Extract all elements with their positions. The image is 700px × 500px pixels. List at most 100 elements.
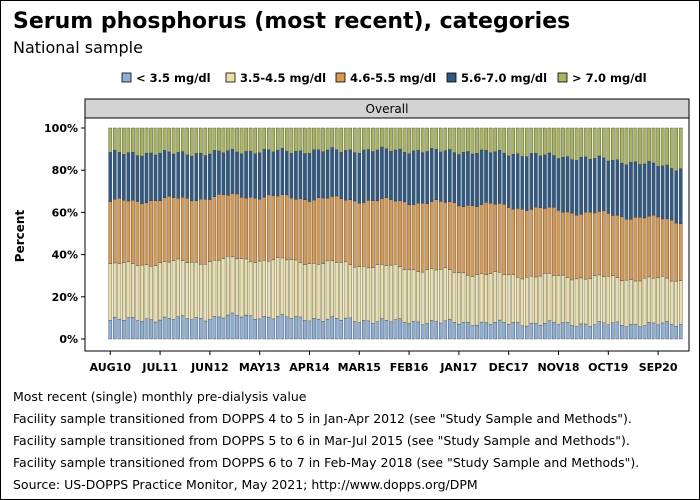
bar-segment [574,160,579,216]
bar-segment [452,127,457,153]
bar-segment [343,261,348,319]
bar-segment [520,278,525,327]
bar-segment [217,127,221,152]
bar-segment [180,260,185,316]
bar-segment [438,201,443,270]
bar-segment [158,262,162,321]
bar-segment [357,266,362,323]
bar-segment [457,127,461,155]
bar-segment [348,264,353,319]
bar-segment [162,150,167,199]
bar-segment [592,275,597,325]
bar-segment [538,127,543,157]
bar-segment [316,264,321,320]
bar-segment [352,127,357,153]
bar-segment [633,217,638,282]
bar-segment [398,127,402,150]
bar-segment [162,127,167,151]
bar-segment [303,320,307,340]
bar-segment [529,209,534,277]
bar-segment [352,321,357,340]
bar-segment [334,318,339,340]
bar-segment [633,127,638,163]
bar-segment [411,269,416,322]
bar-segment [597,274,602,322]
bar-segment [534,153,538,208]
bar-segment [239,316,244,340]
bar-segment [194,261,199,318]
bar-segment [660,276,665,324]
bar-segment [615,277,620,323]
bar-segment [669,168,674,221]
bar-segment [506,274,511,325]
bar-segment [520,325,525,340]
bar-segment [226,127,230,151]
bar-segment [629,162,633,220]
bar-segment [135,201,140,266]
bar-segment [665,218,669,279]
bar-segment [348,317,353,340]
bar-segment [212,150,217,197]
legend-label: < 3.5 mg/dl [136,71,211,85]
bar-segment [601,276,606,323]
bar-segment [303,199,307,265]
bar-segment [466,127,470,152]
bar-segment [647,322,651,340]
bar-segment [601,322,606,340]
bar-segment [343,150,348,201]
bar-segment [244,258,248,316]
bar-segment [371,323,375,340]
bar-segment [285,150,289,196]
bar-segment [199,318,203,340]
x-tick-label: NOV18 [537,361,579,374]
bar-segment [108,127,113,153]
bar-segment [443,127,448,151]
bar-segment [325,318,330,340]
bar-segment [601,157,606,212]
bar-segment [615,127,620,160]
bar-segment [362,127,366,151]
bar-segment [180,127,185,152]
bar-segment [158,153,162,201]
bar-segment [149,319,153,340]
bar-segment [108,152,113,202]
bar-segment [629,324,633,340]
bar-segment [506,207,511,276]
bar-segment [321,127,325,152]
chart-subtitle: National sample [13,38,143,57]
bar-segment [257,260,262,320]
bar-segment [588,278,592,327]
bar-segment [583,323,588,340]
bar-segment [429,320,434,340]
bar-segment [647,216,651,278]
bar-segment [380,264,384,320]
bar-segment [642,127,647,165]
bar-segment [484,150,488,203]
bar-segment [275,195,280,258]
bar-segment [407,323,411,340]
bar-segment [642,277,647,326]
bar-segment [298,127,303,151]
bar-segment [524,325,529,340]
bar-segment [561,157,565,213]
bar-segment [524,127,529,157]
bar-segment [606,127,611,162]
bar-segment [248,261,253,316]
bar-segment [235,151,239,195]
bar-segment [248,127,253,152]
bar-segment [398,266,402,319]
bar-segment [226,150,230,196]
bar-segment [407,204,411,270]
bar-segment [307,263,312,322]
bar-segment [117,127,122,153]
bar-segment [153,127,158,156]
y-tick-label: 100% [44,122,78,135]
bar-segment [438,127,443,153]
bar-segment [411,204,416,270]
bar-segment [484,322,488,340]
x-tick-label: FEB16 [390,361,429,374]
bar-segment [144,264,149,319]
bar-segment [294,127,298,152]
bar-segment [552,322,556,340]
bar-segment [461,272,466,323]
